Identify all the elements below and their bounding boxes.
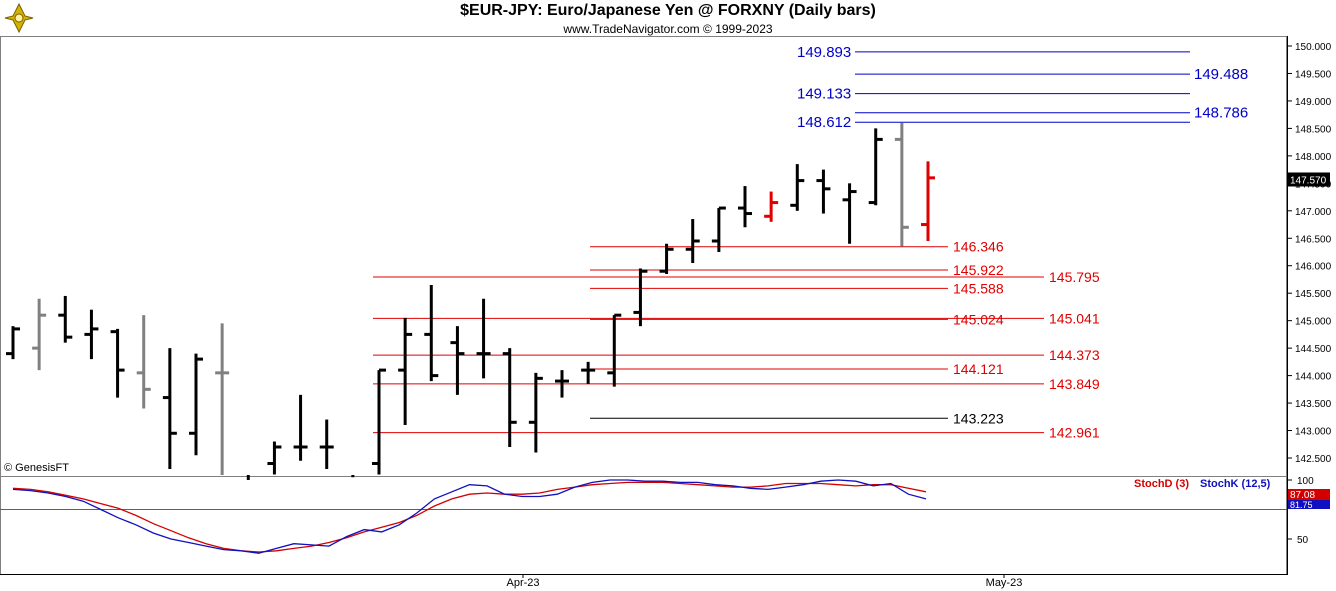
ohlc-bar xyxy=(816,169,831,214)
price-tick-label: 146.500 xyxy=(1295,234,1332,245)
ohlc-bar xyxy=(764,191,779,222)
chart-title: $EUR-JPY: Euro/Japanese Yen @ FORXNY (Da… xyxy=(460,2,876,19)
stochk-last-box xyxy=(1288,500,1330,509)
retracement-label: 146.346 xyxy=(953,239,1004,255)
ohlc-bar xyxy=(581,361,596,384)
retracement-label: 145.922 xyxy=(953,262,1004,278)
ohlc-bar xyxy=(790,164,805,211)
retracement-label: 143.849 xyxy=(1049,376,1100,392)
legend-stochd: StochD (3) xyxy=(1134,478,1189,490)
price-tick-label: 149.000 xyxy=(1295,97,1332,108)
retracement-label: 145.588 xyxy=(953,280,1004,296)
price-axis: 150.000 149.500 149.000 148.500 148.000 147.5… xyxy=(1287,42,1332,465)
projection-label: 148.786 xyxy=(1194,105,1248,122)
ohlc-bar xyxy=(398,317,413,426)
price-tick-label: 147.000 xyxy=(1295,207,1332,218)
ohlc-bar xyxy=(528,372,543,453)
stoch-tick-label: 50 xyxy=(1297,535,1309,546)
ohlc-bar xyxy=(633,268,648,327)
price-bars xyxy=(6,122,935,480)
price-tick-label: 145.500 xyxy=(1295,289,1332,300)
projection-label: 149.893 xyxy=(797,44,851,61)
ohlc-bar xyxy=(711,206,726,252)
price-tick-label: 149.500 xyxy=(1295,69,1332,80)
retracement-label: 145.024 xyxy=(953,311,1004,327)
ohlc-bar xyxy=(894,122,909,247)
time-label: May-23 xyxy=(986,577,1023,589)
retracement-label: 144.121 xyxy=(953,361,1004,377)
ohlc-bar xyxy=(555,370,569,398)
price-tick-label: 144.500 xyxy=(1295,344,1332,355)
price-tick-label: 148.000 xyxy=(1295,152,1332,163)
time-label: Apr-23 xyxy=(506,577,539,589)
time-axis: Apr-23 May-23 xyxy=(506,574,1022,589)
ohlc-bar xyxy=(921,161,935,242)
chart-frame xyxy=(0,36,1336,591)
ohlc-bar xyxy=(502,348,517,448)
ohlc-bar xyxy=(84,309,99,360)
projection-label: 149.488 xyxy=(1194,66,1248,83)
ohlc-bar xyxy=(424,284,439,382)
last-price-box xyxy=(1288,172,1330,187)
stochd-line xyxy=(12,481,927,553)
chart-subtitle: www.TradeNavigator.com © 1999-2023 xyxy=(563,22,773,36)
ohlc-bar xyxy=(189,353,203,456)
last-price-label: 147.570 xyxy=(1290,175,1327,186)
stoch-tick-label: 100 xyxy=(1297,476,1314,487)
price-tick-label: 143.500 xyxy=(1295,399,1332,410)
ohlc-bar xyxy=(738,186,752,228)
ohlc-bar xyxy=(136,315,151,409)
ohlc-bar xyxy=(685,219,700,263)
ohlc-bar xyxy=(6,326,20,360)
ohlc-bar xyxy=(32,298,47,371)
price-tick-label: 148.500 xyxy=(1295,124,1332,135)
ohlc-bar xyxy=(215,323,230,475)
price-tick-label: 144.000 xyxy=(1295,372,1332,383)
legend-stochk: StochK (12,5) xyxy=(1200,478,1271,490)
ohlc-bar xyxy=(450,326,465,395)
price-tick-label: 142.500 xyxy=(1295,454,1332,465)
ohlc-bar xyxy=(162,348,177,469)
price-tick-label: 146.000 xyxy=(1295,262,1332,273)
retracement-label: 145.041 xyxy=(1049,310,1100,326)
projection-label: 148.612 xyxy=(797,114,851,131)
ohlc-bar xyxy=(842,183,857,244)
ohlc-bar xyxy=(319,419,334,469)
ohlc-bar xyxy=(372,368,386,475)
ohlc-bar xyxy=(293,394,308,461)
ohlc-bar xyxy=(868,128,883,206)
stochk-last-label: 81.75 xyxy=(1290,500,1313,510)
retracement-label: 143.223 xyxy=(953,410,1004,426)
retracement-label: 144.373 xyxy=(1049,347,1100,363)
retracement-label: 145.795 xyxy=(1049,269,1100,285)
ohlc-bar xyxy=(58,295,73,343)
ohlc-bar xyxy=(607,313,622,387)
retracement-label: 142.961 xyxy=(1049,425,1100,441)
ohlc-bar xyxy=(476,298,491,379)
brand-label: © GenesisFT xyxy=(4,462,69,474)
trade-navigator-logo-icon xyxy=(3,2,35,34)
stochk-line xyxy=(12,479,927,554)
ohlc-bar xyxy=(267,441,282,475)
ohlc-bar xyxy=(659,243,674,274)
price-tick-label: 143.000 xyxy=(1295,427,1332,438)
level-lines: 149.893 149.488 149.133 148.786 148.612 146.3… xyxy=(373,44,1248,441)
price-tick-label: 150.000 xyxy=(1295,42,1332,53)
plot-border xyxy=(0,36,1287,575)
stochd-last-label: 87.08 xyxy=(1290,490,1315,501)
stochd-last-box xyxy=(1288,489,1330,500)
projection-label: 149.133 xyxy=(797,86,851,103)
price-tick-label: 145.000 xyxy=(1295,317,1332,328)
ohlc-bar xyxy=(110,328,125,398)
